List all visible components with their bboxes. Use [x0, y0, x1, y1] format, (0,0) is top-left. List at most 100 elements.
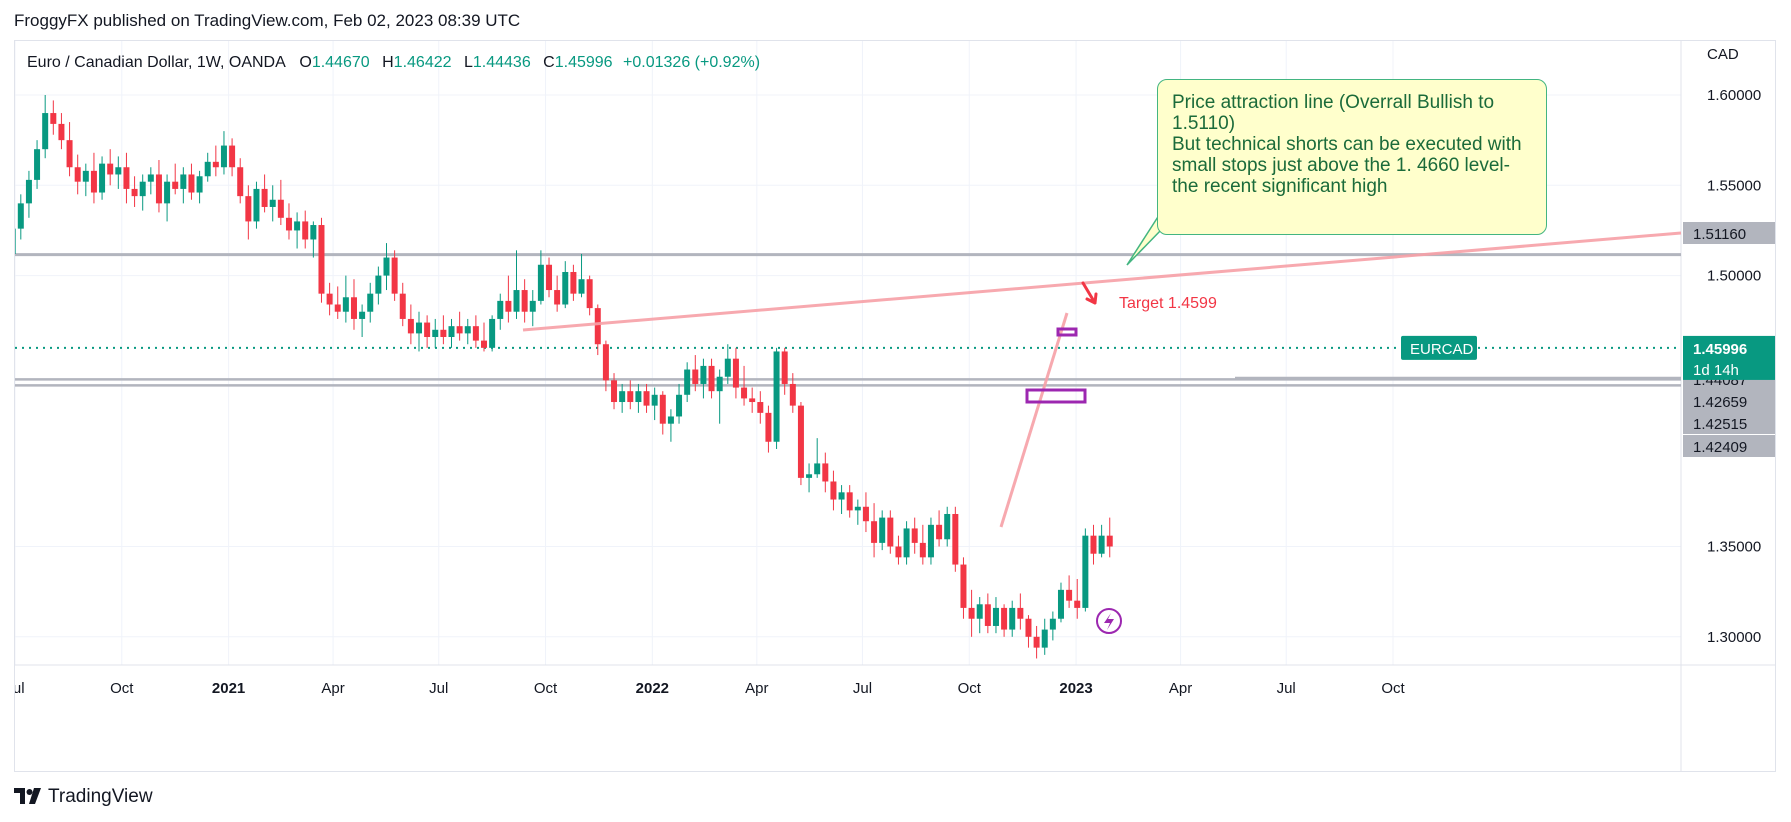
candle-body	[147, 174, 154, 182]
candle-body	[1049, 618, 1056, 630]
price-tag-box	[1683, 222, 1775, 244]
candle-body	[172, 181, 179, 189]
candle-body	[927, 524, 934, 558]
candle-body	[359, 311, 366, 319]
candle-body	[472, 326, 479, 341]
high-label: H	[382, 54, 394, 71]
price-tag-box	[1683, 390, 1775, 412]
candle-body	[245, 196, 252, 222]
candle-body	[944, 513, 951, 540]
candle-body	[1098, 535, 1105, 554]
candle-body	[1074, 600, 1081, 608]
price-tag-label: 1.42515	[1693, 416, 1747, 433]
candle-body	[830, 481, 837, 500]
candle-body	[269, 199, 276, 207]
target-label: Target 1.4599	[1119, 295, 1217, 312]
candle-body	[220, 145, 227, 168]
change-value: +0.01326 (+0.92%)	[623, 54, 761, 71]
time-tick-label: Jul	[1277, 680, 1296, 697]
candle-body	[1017, 607, 1024, 619]
candle-body	[115, 167, 122, 175]
candle-body	[1066, 589, 1073, 601]
candle-body	[123, 167, 130, 189]
candle-body	[797, 405, 804, 478]
candle-body	[464, 326, 471, 334]
candle-body	[90, 170, 97, 193]
candle-body	[237, 167, 244, 197]
time-tick-label: 2021	[212, 680, 245, 697]
zone-rectangle-upper	[1056, 327, 1078, 337]
high-value: 1.46422	[393, 54, 452, 71]
candle-body	[854, 506, 861, 511]
tradingview-brand: TradingView	[48, 786, 153, 807]
candle-body	[1090, 535, 1097, 554]
candle-body	[367, 293, 374, 312]
candle-body	[700, 365, 707, 384]
candle-body	[903, 528, 910, 558]
candle-body	[521, 290, 528, 312]
close-label: C	[543, 54, 555, 71]
price-tag-label: 1.42409	[1693, 439, 1747, 456]
candle-body	[513, 290, 520, 312]
candle-body	[659, 394, 666, 424]
candle-body	[415, 322, 422, 334]
candle-body	[692, 369, 699, 384]
candle-body	[350, 297, 357, 319]
candle-body	[594, 308, 601, 345]
candle-body	[781, 351, 788, 384]
candle-body	[741, 387, 748, 399]
candle-body	[448, 326, 455, 338]
candle-body	[318, 225, 325, 294]
price-tick-label: 1.35000	[1707, 539, 1761, 556]
price-tick-label: 1.50000	[1707, 268, 1761, 285]
candle-body	[862, 506, 869, 522]
candle-body	[724, 358, 731, 377]
time-tick-label: Apr	[321, 680, 344, 697]
candle-body	[643, 391, 650, 406]
candle-body	[139, 181, 146, 197]
time-tick-label: Jul	[15, 680, 25, 697]
time-tick-label: Apr	[745, 680, 768, 697]
candle-body	[277, 199, 284, 218]
price-attraction-trendline	[522, 231, 1682, 332]
candlestick-chart[interactable]: Bullish target 1.5110Target 1.4599CAD1.6…	[15, 41, 1776, 772]
candle-body	[131, 188, 138, 197]
candle-body	[342, 297, 349, 312]
candle-body	[732, 358, 739, 388]
candle-body	[481, 340, 488, 348]
tradingview-logo-icon	[14, 788, 41, 804]
candle-body	[253, 188, 260, 222]
candle-body	[984, 604, 991, 626]
red-arrow-icon	[1081, 281, 1098, 305]
chart-area[interactable]: Bullish target 1.5110Target 1.4599CAD1.6…	[14, 40, 1776, 772]
candle-body	[838, 492, 845, 500]
currency-label: CAD	[1707, 46, 1739, 63]
candle-body	[432, 329, 439, 338]
candle-body	[992, 607, 999, 626]
zone-rectangle-lower	[1025, 388, 1087, 404]
candle-body	[1033, 636, 1040, 648]
price-tag-label: 1.42659	[1693, 394, 1747, 411]
open-value: 1.44670	[311, 54, 370, 71]
callout-text: Price attraction line (Overrall Bullish …	[1172, 92, 1522, 197]
candle-body	[757, 402, 764, 413]
candle-body	[1041, 629, 1048, 648]
candle-body	[708, 365, 715, 392]
low-label: L	[463, 54, 473, 71]
candle-body	[968, 607, 975, 619]
candle-body	[66, 140, 73, 168]
time-tick-label: Jul	[853, 680, 872, 697]
candle-body	[562, 271, 569, 305]
analysis-callout[interactable]: Price attraction line (Overrall Bullish …	[1157, 79, 1547, 235]
candle-body	[440, 329, 447, 338]
candle-body	[334, 304, 341, 312]
candle-body	[846, 492, 853, 511]
candle-body	[936, 524, 943, 540]
candle-body	[952, 513, 959, 565]
candle-body	[212, 161, 219, 168]
symbol-tag-label: EURCAD	[1410, 341, 1474, 358]
publish-header: FroggyFX published on TradingView.com, F…	[0, 0, 1791, 40]
candle-body	[879, 517, 886, 543]
candle-body	[107, 163, 114, 175]
symbol-title: Euro / Canadian Dollar, 1W, OANDA	[27, 54, 285, 71]
